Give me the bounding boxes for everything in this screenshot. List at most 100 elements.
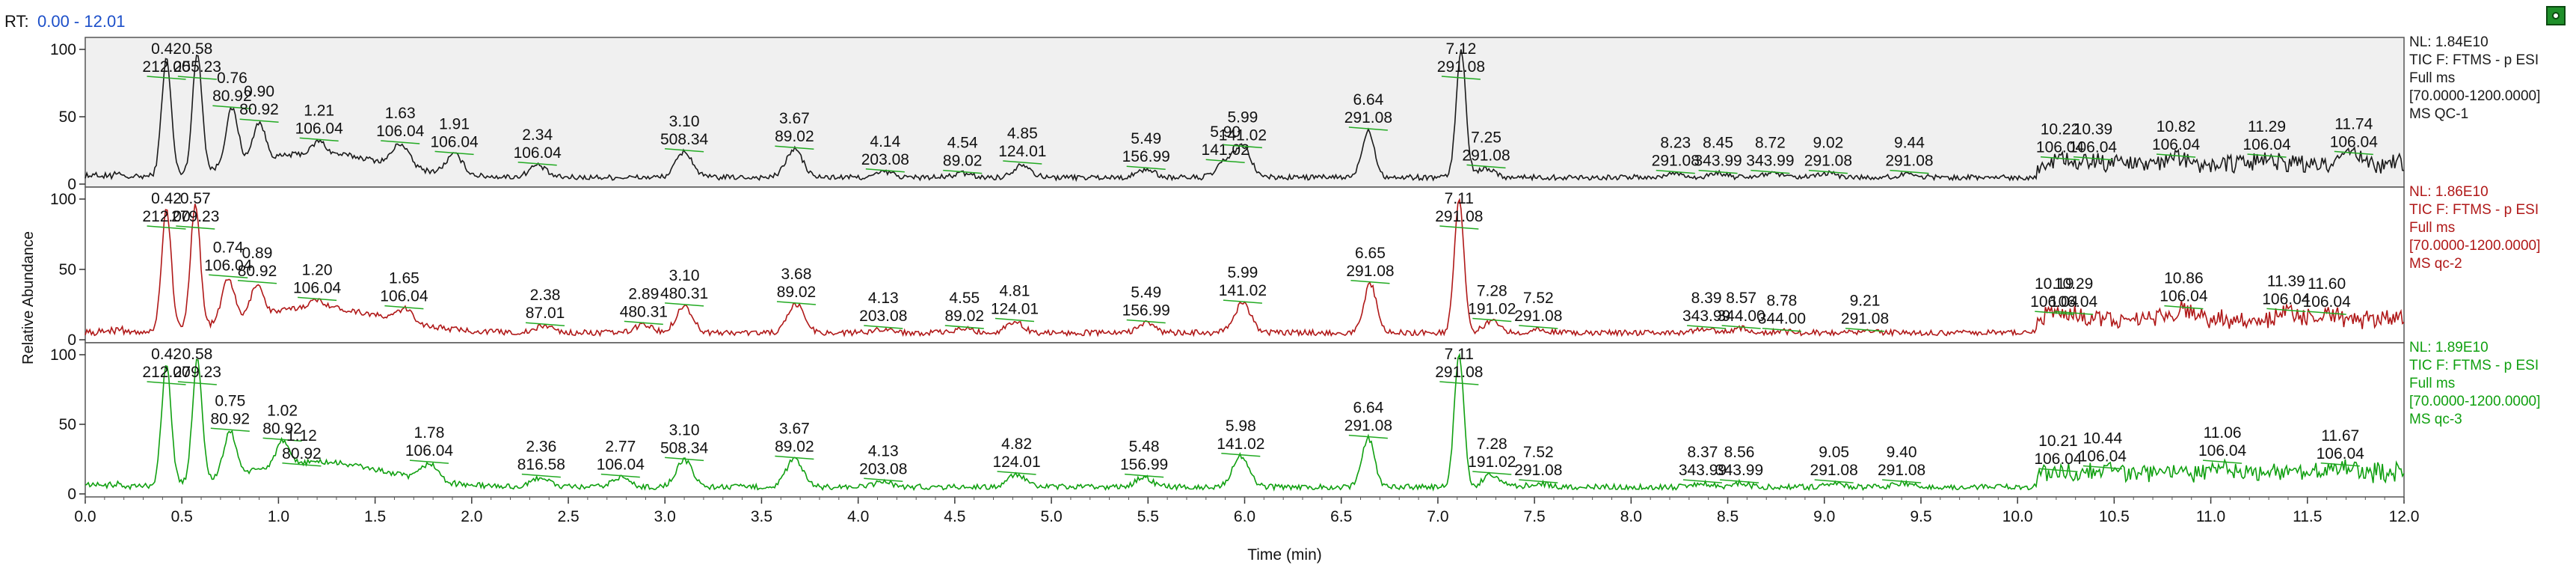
peak-mz-label: 203.08	[859, 308, 907, 325]
peak-marker	[298, 296, 337, 302]
x-tick-label: 1.0	[268, 508, 289, 525]
y-tick-label: 100	[50, 41, 76, 58]
peak-rt-label: 0.58	[182, 346, 212, 363]
x-tick-label: 4.0	[847, 508, 869, 525]
x-tick-label: 11.0	[2196, 508, 2225, 525]
peak-marker	[147, 381, 186, 385]
peak-rt-label: 3.67	[779, 421, 810, 438]
peak-marker	[944, 325, 984, 329]
peak-rt-label: 0.89	[242, 245, 273, 262]
panel-info-line: [70.0000-1200.0000]	[2409, 394, 2540, 409]
peak-mz-label: 80.92	[238, 263, 277, 280]
peak-mz-label: 106.04	[2050, 293, 2098, 311]
peak-rt-label: 11.67	[2321, 427, 2359, 445]
peak-rt-label: 11.74	[2334, 115, 2373, 132]
peak-marker	[176, 225, 215, 230]
panel-info-line: [70.0000-1200.0000]	[2409, 88, 2540, 104]
peak-mz-label: 156.99	[1122, 148, 1170, 165]
peak-marker	[1348, 126, 1388, 131]
peak-marker	[384, 305, 424, 310]
peak-mz-label: 508.34	[660, 131, 709, 148]
peak-marker	[299, 137, 339, 142]
peak-rt-label: 4.54	[947, 135, 978, 152]
peak-mz-label: 343.99	[1679, 462, 1727, 479]
peak-rt-label: 2.38	[530, 287, 561, 304]
peak-rt-label: 9.40	[1887, 444, 1917, 461]
peak-rt-label: 6.64	[1353, 400, 1383, 417]
peak-marker	[1223, 299, 1262, 304]
x-tick-label: 10.5	[2099, 508, 2130, 525]
peak-marker	[1719, 479, 1759, 483]
peak-marker	[2082, 465, 2122, 470]
x-tick-label: 6.0	[1234, 508, 1255, 525]
peak-rt-label: 2.36	[526, 439, 556, 456]
y-tick-label: 0	[67, 486, 76, 503]
x-tick-label: 2.0	[461, 508, 482, 525]
peak-rt-label: 1.20	[302, 261, 333, 278]
x-tick-label: 6.5	[1330, 508, 1352, 525]
tic-trace-1	[84, 49, 2405, 183]
panel-info-line: Full ms	[2409, 220, 2455, 236]
peak-mz-label: 106.04	[2198, 442, 2247, 459]
peak-marker	[147, 225, 186, 230]
peak-rt-label: 4.14	[870, 133, 900, 150]
x-tick-label: 1.5	[364, 508, 386, 525]
peak-mz-label: 106.04	[2243, 136, 2291, 153]
peak-marker	[997, 471, 1036, 475]
peak-mz-label: 106.04	[2034, 451, 2082, 468]
peak-marker	[1890, 169, 1929, 174]
peak-rt-label: 0.57	[180, 190, 211, 207]
peak-mz-label: 80.92	[282, 445, 322, 462]
peak-rt-label: 6.64	[1353, 91, 1383, 109]
peak-marker	[1519, 325, 1558, 329]
peak-mz-label: 106.04	[2160, 288, 2208, 305]
peak-rt-label: 11.39	[2267, 272, 2305, 290]
x-tick-label: 9.0	[1813, 508, 1835, 525]
peak-marker	[2334, 150, 2373, 156]
peak-rt-label: 3.10	[669, 421, 700, 439]
peak-rt-label: 9.05	[1819, 444, 1849, 461]
x-tick-label: 7.0	[1427, 508, 1448, 525]
peak-marker	[1348, 434, 1388, 439]
y-tick-label: 100	[50, 346, 76, 364]
peak-rt-label: 1.78	[414, 424, 445, 442]
peak-rt-label: 6.65	[1355, 245, 1386, 262]
peak-rt-label: 0.90	[244, 83, 274, 100]
peak-rt-label: 7.11	[1445, 190, 1474, 207]
peak-marker	[864, 325, 903, 329]
y-tick-label: 0	[67, 332, 76, 349]
peak-mz-label: 291.08	[1652, 153, 1700, 170]
peak-mz-label: 106.04	[2036, 139, 2085, 156]
peak-rt-label: 4.85	[1007, 125, 1038, 142]
peak-mz-label: 480.31	[660, 285, 708, 302]
peak-mz-label: 141.02	[1219, 282, 1267, 299]
peak-mz-label: 87.01	[526, 305, 565, 322]
peak-marker	[212, 105, 252, 109]
peak-mz-label: 106.04	[430, 133, 479, 150]
window-toggle-button[interactable]	[2546, 6, 2566, 25]
peak-rt-label: 2.34	[522, 126, 553, 144]
peak-mz-label: 291.08	[1514, 308, 1562, 325]
peak-rt-label: 5.99	[1227, 264, 1258, 281]
panel-info-line: TIC F: FTMS - p ESI	[2409, 202, 2539, 218]
panel-info-line: NL: 1.86E10	[2409, 184, 2489, 200]
y-axis-title: Relative Abundance	[20, 231, 37, 364]
peak-mz-label: 80.92	[262, 420, 302, 437]
peak-mz-label: 141.02	[1219, 126, 1267, 144]
peak-marker	[239, 118, 279, 123]
peak-rt-label: 3.68	[781, 266, 812, 283]
peak-rt-label: 1.21	[304, 102, 334, 119]
peak-mz-label: 106.04	[597, 456, 645, 474]
y-tick-label: 0	[67, 176, 76, 193]
peak-mz-label: 291.08	[1437, 58, 1485, 76]
peak-marker	[1441, 76, 1481, 80]
peak-rt-label: 1.02	[267, 402, 298, 419]
x-tick-label: 11.5	[2293, 508, 2322, 525]
peak-marker	[1472, 317, 1512, 323]
peak-mz-label: 156.99	[1122, 302, 1170, 319]
peak-marker	[1126, 165, 1166, 170]
panel-info-line: [70.0000-1200.0000]	[2409, 238, 2540, 254]
peak-rt-label: 5.90	[1210, 123, 1241, 141]
